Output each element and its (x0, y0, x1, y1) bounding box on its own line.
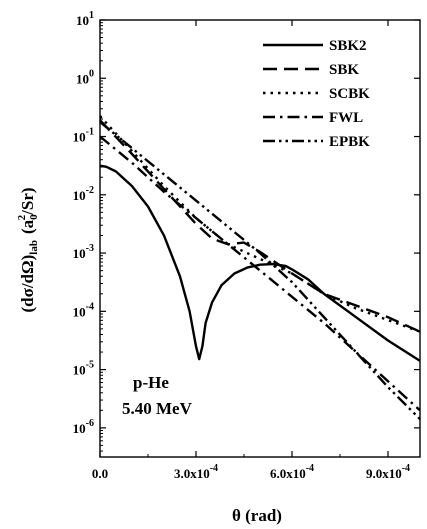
x-tick-label: 0.0 (92, 466, 108, 481)
ticks-layer: 101 100 10-1 10-2 10-3 10-4 10-5 10-6 0.0 3.0x10-… (73, 10, 420, 481)
series-line-sbk2 (99, 164, 421, 362)
legend-label-sbk: SBK (329, 62, 359, 78)
y-tick-label: 10-1 (73, 127, 94, 145)
y-tick-label: 10-5 (73, 360, 94, 378)
legend: SBK2 SBK SCBK FWL EPBK (263, 38, 370, 150)
y-tick-label: 10-3 (73, 243, 94, 261)
y-tick-label: 101 (76, 10, 94, 28)
legend-label-scbk: SCBK (329, 86, 370, 102)
annotation-line-1: p-He (133, 373, 169, 392)
legend-label-sbk2: SBK2 (329, 38, 367, 54)
y-tick-label: 10-2 (73, 185, 94, 203)
x-tick-label: 9.0x10-4 (366, 463, 410, 481)
y-axis-label: (dσ/dΩ)lab(a02/Sr) (16, 187, 40, 312)
series-layer (99, 115, 421, 420)
series-line-sbk (99, 119, 421, 333)
legend-label-fwl: FWL (329, 110, 363, 126)
y-tick-label: 10-6 (73, 418, 94, 436)
legend-label-epbk: EPBK (329, 134, 370, 150)
series-line-scbk (99, 115, 421, 333)
plot-frame (99, 19, 421, 458)
x-axis-label: θ (rad) (232, 506, 282, 525)
y-tick-label: 10-4 (73, 301, 94, 319)
x-tick-label: 6.0x10-4 (270, 463, 314, 481)
x-tick-label: 3.0x10-4 (174, 463, 218, 481)
annotation-line-2: 5.40 MeV (122, 399, 193, 418)
y-tick-label: 100 (76, 68, 94, 86)
series-line-fwl (99, 135, 421, 412)
series-line-epbk (99, 121, 421, 420)
plot-area-border (99, 19, 421, 458)
